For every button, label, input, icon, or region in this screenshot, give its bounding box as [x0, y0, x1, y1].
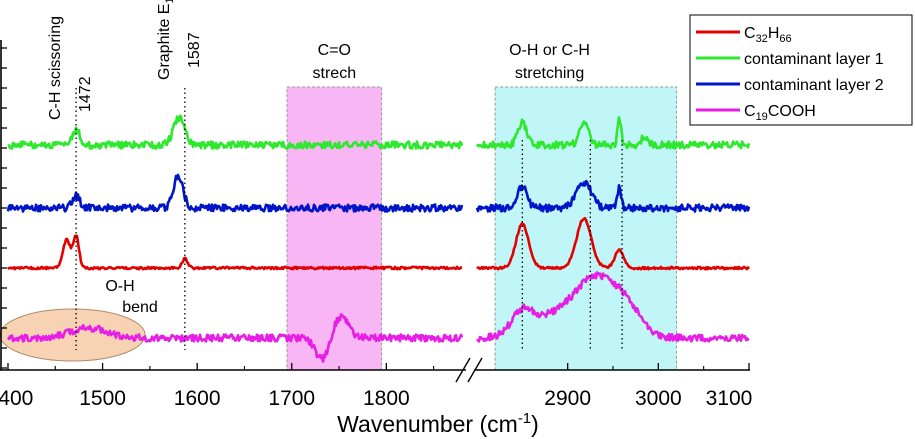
x-tick-label: 1600	[174, 387, 221, 410]
series-line-3-seg0	[7, 313, 464, 363]
annot-co-line2: strech	[313, 65, 357, 82]
annot-oh-line2: stretching	[515, 65, 584, 82]
marker-lines	[75, 88, 623, 350]
legend-label-0: C32H66	[744, 25, 792, 45]
series-line-2-seg1	[475, 179, 751, 213]
axis-break-right	[467, 357, 483, 383]
x-tick-label: 1500	[79, 387, 126, 410]
x-tick-label: 2900	[544, 387, 591, 410]
x-tick-label: 3000	[635, 387, 682, 410]
series-layer	[6, 114, 751, 363]
annot-ohbend-line1: O-H	[105, 278, 134, 295]
legend-label-3: C19COOH	[744, 103, 816, 123]
x-tick-label: 3100	[706, 387, 753, 410]
x-tick-label: 1400	[0, 387, 33, 410]
annot-ch-scissoring: C-H scissoring	[47, 16, 64, 120]
legend-label-1: contaminant layer 1	[744, 51, 884, 68]
axis-break-left	[455, 357, 471, 383]
x-tick-label: 1800	[363, 387, 410, 410]
annot-1587: 1587	[186, 32, 203, 68]
x-axis-title: Wavenumber (cm-1)	[337, 410, 539, 437]
series-line-0-seg0	[7, 234, 463, 271]
annotations: C-H scissoring 1472 Graphite E1u 1587 C=O str…	[47, 0, 590, 316]
annot-1472: 1472	[77, 76, 94, 112]
annot-oh-line1: O-H or C-H	[509, 42, 590, 59]
series-line-1-seg0	[7, 114, 464, 150]
legend-label-2: contaminant layer 2	[744, 77, 884, 94]
series-line-0-seg1	[476, 217, 751, 271]
annot-ohbend-line2: bend	[122, 299, 158, 316]
series-line-2-seg0	[6, 173, 464, 213]
annot-graphite-e1u: Graphite E1u	[156, 0, 176, 80]
axes: 1400 1500 1600 1700 1800 2900 3000 3100	[0, 40, 752, 410]
annot-co-line1: C=O	[318, 42, 351, 59]
series-line-1-seg1	[475, 116, 751, 150]
x-tick-label: 1700	[268, 387, 315, 410]
legend: C32H66 contaminant layer 1 contaminant lay…	[689, 14, 913, 126]
series-line-3-seg1	[476, 271, 750, 343]
